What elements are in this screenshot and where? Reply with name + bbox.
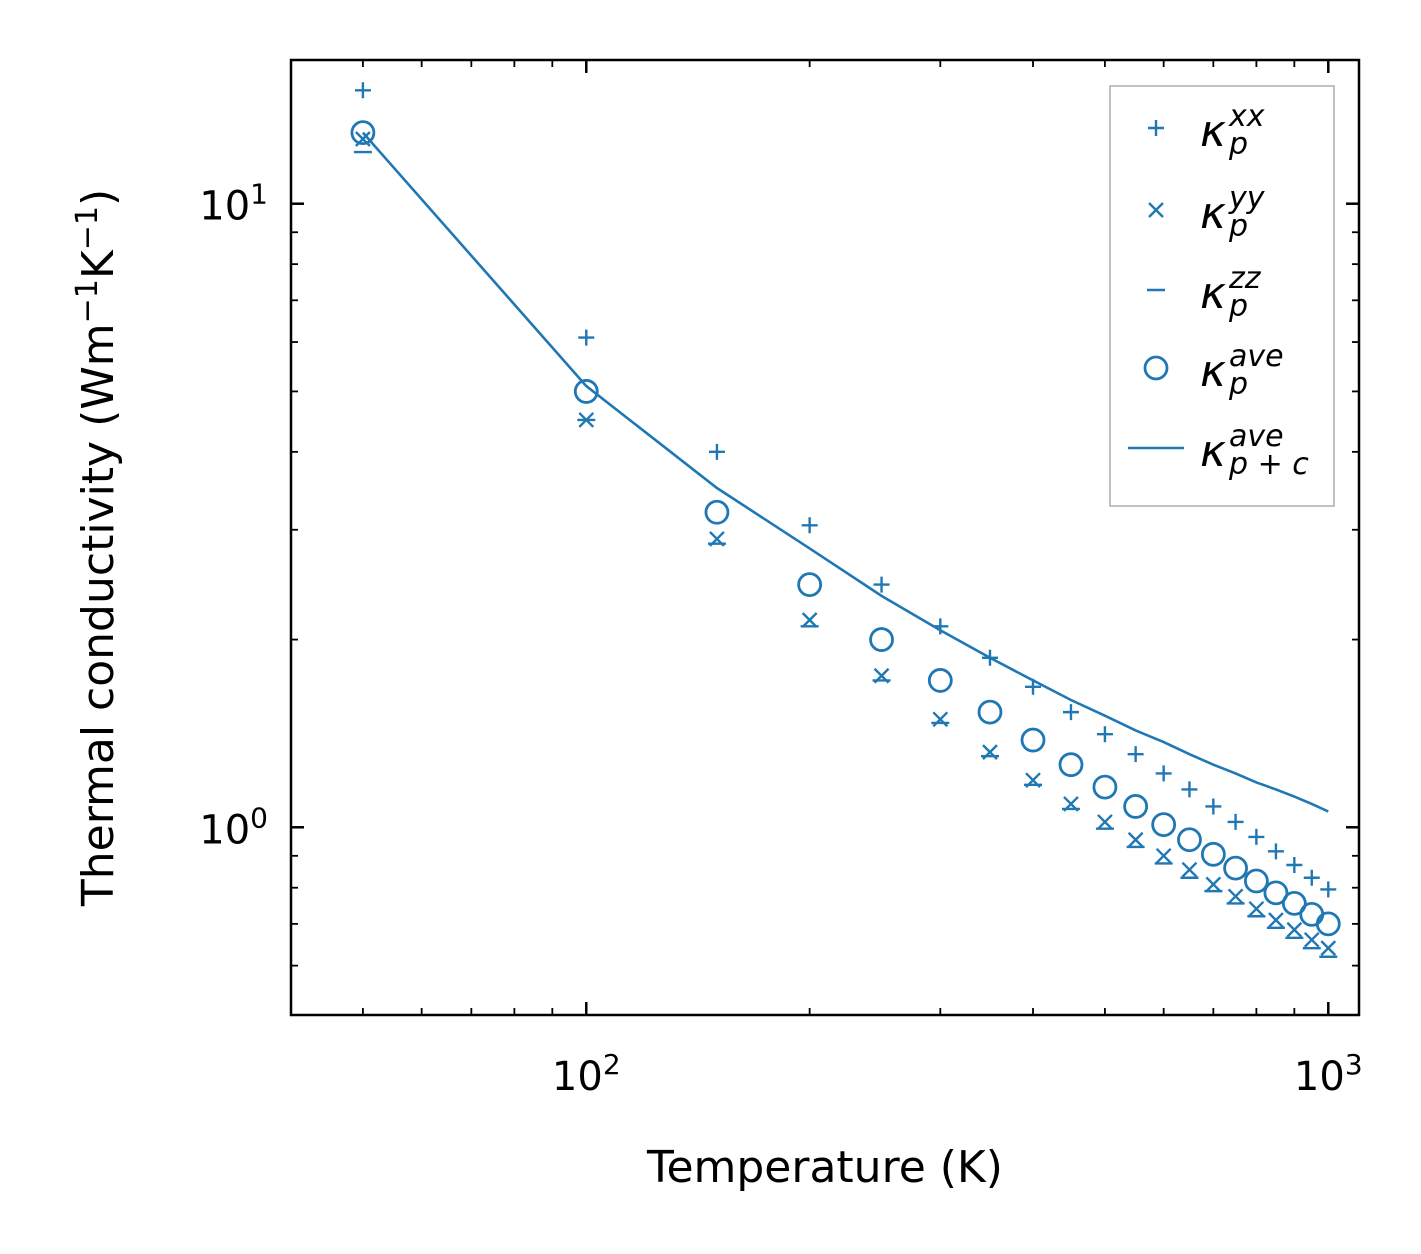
- x-tick-label: 102: [552, 1048, 621, 1100]
- data-point-kappa_p_xx: [1096, 726, 1113, 743]
- data-point-kappa_p_ave: [1200, 841, 1226, 867]
- x-axis-title: Temperature (K): [646, 1142, 1003, 1193]
- legend-superscript: ave: [1229, 339, 1284, 374]
- plot-frame: [289, 58, 1361, 1017]
- data-point-kappa_p_yy: [801, 612, 818, 628]
- data-point-kappa_p_xx: [1303, 869, 1320, 886]
- data-point-kappa_p_yy: [1097, 814, 1113, 830]
- data-point-kappa_p_yy: [1181, 861, 1198, 878]
- data-point-kappa_p_xx: [578, 329, 595, 346]
- data-point-kappa_p_yy: [1268, 912, 1284, 928]
- legend-superscript: yy: [1228, 181, 1266, 216]
- data-point-kappa_p_ave: [977, 699, 1003, 725]
- data-point-kappa_p_xx: [354, 82, 371, 99]
- data-point-kappa_p_xx: [1181, 781, 1198, 798]
- data-point-kappa_p_yy: [1155, 847, 1172, 864]
- legend-item: κ xxp: [1148, 99, 1265, 162]
- data-point-kappa_p_xx: [1205, 798, 1222, 815]
- data-point-kappa_p_ave: [704, 499, 730, 525]
- legend-subscript: p: [1228, 127, 1248, 162]
- data-point-kappa_p_ave: [350, 120, 376, 146]
- data-point-kappa_p_ave: [1263, 880, 1289, 906]
- data-point-kappa_p_ave: [1299, 901, 1325, 927]
- data-point-kappa_p_xx: [1248, 828, 1265, 845]
- data-point-kappa_p_yy: [1127, 831, 1144, 848]
- y-tick-label: 101: [199, 178, 268, 230]
- labels-layer: 102 103 100 101 Temperature (K) Thermal condu…: [70, 178, 1363, 1193]
- y-tick-label: 100: [199, 801, 268, 853]
- data-point-kappa_p_xx: [1062, 704, 1079, 721]
- data-point-kappa_p_ave: [1177, 827, 1202, 853]
- y-axis-title: Thermal conductivity (Wm−1K−1): [70, 189, 124, 907]
- data-point-kappa_p_xx: [1227, 813, 1244, 830]
- data-point-kappa_p_ave: [573, 379, 599, 404]
- data-point-kappa_p_ave: [1223, 855, 1248, 881]
- legend-kappa: κ: [1200, 346, 1226, 397]
- legend-frame: [1109, 85, 1335, 507]
- data-point-kappa_p_xx: [1320, 881, 1337, 898]
- data-point-kappa_p_xx: [873, 576, 890, 593]
- data-point-kappa_p_ave: [1020, 727, 1046, 753]
- data-point-kappa_p_ave: [1058, 752, 1084, 778]
- legend-superscript: zz: [1228, 261, 1262, 296]
- x-tick-label: 103: [1294, 1048, 1363, 1100]
- data-point-kappa_p_xx: [801, 517, 818, 534]
- data-point-kappa_p_yy: [1205, 876, 1222, 893]
- legend-plus-swatch: [1148, 120, 1164, 136]
- legend-subscript: p: [1228, 289, 1248, 324]
- legend-kappa: κ: [1200, 426, 1226, 477]
- data-point-kappa_p_ave: [1092, 774, 1118, 800]
- data-point-kappa_p_ave: [1243, 868, 1269, 894]
- legend-kappa: κ: [1200, 188, 1226, 239]
- legend-item: κ zzp: [1147, 261, 1262, 324]
- data-point-kappa_p_ave: [1315, 911, 1341, 937]
- legend-item: κ yyp: [1148, 181, 1266, 244]
- series-kappa_p_ave: [350, 120, 1341, 937]
- data-point-kappa_p_yy: [1320, 940, 1337, 956]
- data-point-kappa_p_xx: [1267, 843, 1284, 860]
- data-point-kappa_p_ave: [1151, 812, 1177, 837]
- data-point-kappa_p_ave: [1281, 890, 1307, 916]
- data-point-kappa_p_ave: [797, 572, 823, 598]
- data-point-kappa_p_xx: [1155, 765, 1172, 782]
- data-point-kappa_p_xx: [1286, 856, 1303, 873]
- series-layer: [350, 82, 1341, 958]
- legend-x-swatch: [1148, 202, 1164, 218]
- series-kappa_p_zz: [353, 150, 1338, 958]
- data-point-kappa_p_yy: [1248, 900, 1265, 917]
- data-point-kappa_p_xx: [1127, 746, 1144, 763]
- data-point-kappa_p_ave: [1123, 794, 1149, 819]
- data-point-kappa_p_ave: [927, 668, 953, 693]
- legend-kappa: κ: [1200, 106, 1226, 157]
- legend-subscript: p: [1228, 367, 1248, 402]
- legend-superscript: ave: [1229, 419, 1284, 454]
- legend-circle-swatch: [1143, 355, 1169, 381]
- data-point-kappa_p_xx: [708, 443, 725, 460]
- data-point-kappa_p_yy: [1303, 931, 1320, 948]
- legend-subscript: p + c: [1228, 447, 1309, 482]
- data-point-kappa_p_ave: [869, 627, 894, 652]
- legend-kappa: κ: [1200, 268, 1226, 319]
- data-point-kappa_p_yy: [932, 711, 949, 728]
- legend-superscript: xx: [1228, 99, 1265, 134]
- data-point-kappa_p_yy: [1286, 921, 1303, 938]
- series-kappa_pc_ave: [361, 131, 1329, 813]
- series-line-kappa_pc_ave: [361, 131, 1329, 813]
- legend-subscript: p: [1228, 209, 1248, 244]
- data-point-kappa_p_yy: [1227, 888, 1244, 905]
